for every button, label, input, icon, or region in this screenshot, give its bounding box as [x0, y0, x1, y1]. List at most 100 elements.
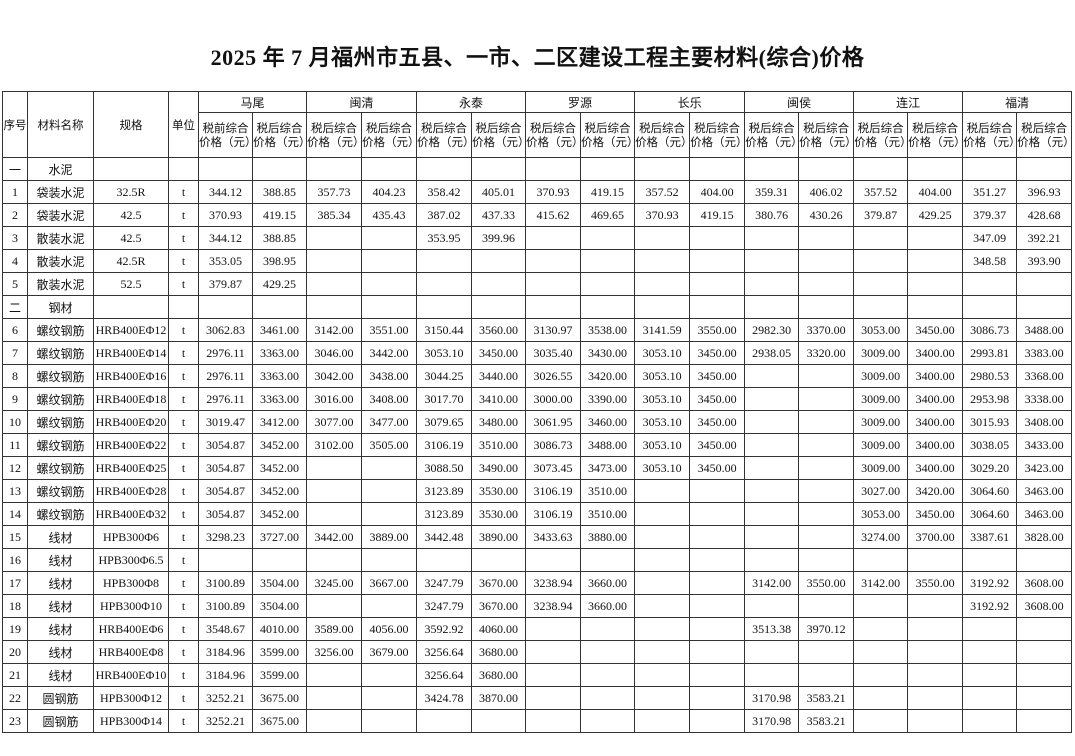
table-row: 4 散装水泥 42.5R t 353.05 398.95 348.58 393.90: [2, 249, 1073, 273]
material-spec: HRB400EΦ32: [93, 502, 169, 526]
material-unit: t: [168, 410, 199, 434]
price-cell: [689, 663, 746, 687]
material-name: 螺纹钢筋: [27, 456, 94, 480]
price-cell: [634, 640, 691, 664]
price-cell: 388.85: [251, 226, 308, 250]
price-cell: [306, 226, 363, 250]
price-cell: 3053.00: [853, 502, 909, 526]
material-name: 螺纹钢筋: [27, 502, 94, 526]
price-cell: [361, 249, 418, 273]
price-cell: 3504.00: [251, 571, 308, 595]
price-cell: [471, 709, 527, 733]
price-cell: [853, 640, 909, 664]
row-number: 11: [2, 433, 28, 457]
price-cell: 3053.10: [634, 410, 691, 434]
header-region: 马尾: [197, 91, 308, 113]
price-cell: 2953.98: [962, 387, 1018, 411]
price-cell: [744, 272, 800, 296]
material-spec: HRB400EΦ6: [93, 617, 169, 641]
material-name: 螺纹钢筋: [27, 364, 94, 388]
empty-cell: [361, 295, 418, 319]
price-cell: [1016, 663, 1073, 687]
price-cell: 3088.50: [416, 456, 473, 480]
price-cell: [689, 479, 746, 503]
price-cell: [525, 617, 582, 641]
table-row: 13 螺纹钢筋 HRB400EΦ28 t 3054.87 3452.00 3123.89 35…: [2, 479, 1073, 503]
empty-cell: [798, 295, 855, 319]
price-cell: 3700.00: [907, 525, 964, 549]
price-cell: 2976.11: [198, 387, 253, 411]
material-unit: t: [168, 341, 199, 365]
price-cell: [634, 663, 691, 687]
price-cell: 3680.00: [471, 640, 527, 664]
material-unit: t: [168, 709, 199, 733]
price-cell: 3064.60: [962, 502, 1018, 526]
price-cell: 3538.00: [580, 318, 636, 342]
price-cell: [689, 226, 746, 250]
price-cell: 3009.00: [853, 456, 909, 480]
price-cell: 3463.00: [1016, 502, 1073, 526]
price-cell: 3044.25: [416, 364, 473, 388]
price-cell: 3450.00: [689, 387, 746, 411]
price-cell: [689, 709, 746, 733]
material-name: 线材: [27, 663, 94, 687]
header-price-col: 税后综合价格（元）: [907, 112, 964, 158]
price-cell: 3009.00: [853, 433, 909, 457]
price-cell: 2938.05: [744, 341, 800, 365]
price-cell: [962, 663, 1018, 687]
price-cell: [361, 594, 418, 618]
price-cell: [1016, 617, 1073, 641]
price-cell: 387.02: [416, 203, 473, 227]
price-cell: [744, 594, 800, 618]
price-cell: 3473.00: [580, 456, 636, 480]
price-cell: 415.62: [525, 203, 582, 227]
price-cell: 3660.00: [580, 571, 636, 595]
price-cell: 3452.00: [251, 502, 308, 526]
table-row: 20 线材 HRB400EΦ8 t 3184.96 3599.00 3256.00 3679.…: [2, 640, 1073, 664]
price-cell: [962, 686, 1018, 710]
price-cell: 3461.00: [251, 318, 308, 342]
price-cell: [689, 525, 746, 549]
empty-cell: [1016, 295, 1073, 319]
price-cell: 396.93: [1016, 180, 1073, 204]
price-table: 序号 材料名称 规格 单位 马尾 闽清 永泰 罗源 长乐 闽侯 连江 福清 税前综合价格（元）…: [2, 91, 1073, 733]
price-cell: [361, 479, 418, 503]
price-cell: 357.52: [853, 180, 909, 204]
header-name: 材料名称: [27, 91, 94, 158]
price-cell: [306, 456, 363, 480]
header-region: 长乐: [634, 91, 746, 113]
price-cell: 3042.00: [306, 364, 363, 388]
price-cell: [798, 410, 855, 434]
price-cell: [853, 249, 909, 273]
table-row: 11 螺纹钢筋 HRB400EΦ22 t 3054.87 3452.00 3102.00 35…: [2, 433, 1073, 457]
price-cell: [634, 525, 691, 549]
price-cell: [525, 640, 582, 664]
price-cell: 379.37: [962, 203, 1018, 227]
price-cell: [361, 226, 418, 250]
material-spec: HPB300Φ6: [93, 525, 169, 549]
price-cell: [962, 548, 1018, 572]
material-spec: 42.5: [93, 226, 169, 250]
price-cell: 3086.73: [962, 318, 1018, 342]
price-cell: [907, 226, 964, 250]
row-number: 6: [2, 318, 28, 342]
price-cell: 3086.73: [525, 433, 582, 457]
price-cell: 435.43: [361, 203, 418, 227]
price-cell: 3274.00: [853, 525, 909, 549]
price-cell: 3106.19: [525, 479, 582, 503]
empty-cell: [634, 295, 691, 319]
material-unit: t: [168, 640, 199, 664]
material-name: 螺纹钢筋: [27, 341, 94, 365]
row-number: 1: [2, 180, 28, 204]
table-row: 19 线材 HRB400EΦ6 t 3548.67 4010.00 3589.00 4056.…: [2, 617, 1073, 641]
price-cell: 344.12: [198, 226, 253, 250]
price-cell: 3423.00: [1016, 456, 1073, 480]
table-row: 16 线材 HPB300Φ6.5 t: [2, 548, 1073, 572]
price-cell: 3400.00: [907, 341, 964, 365]
empty-cell: [907, 157, 964, 181]
price-cell: 358.42: [416, 180, 473, 204]
price-cell: 3142.00: [306, 318, 363, 342]
price-cell: 3106.19: [525, 502, 582, 526]
price-cell: 3387.61: [962, 525, 1018, 549]
price-cell: 3123.89: [416, 502, 473, 526]
